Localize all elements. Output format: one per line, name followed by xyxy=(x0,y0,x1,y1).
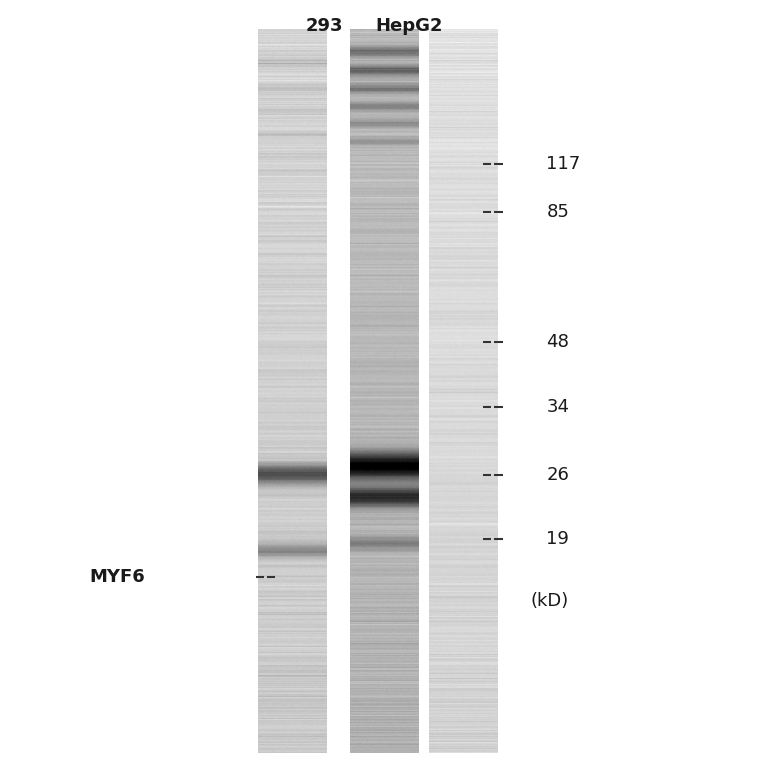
Text: 19: 19 xyxy=(546,530,569,549)
Text: 48: 48 xyxy=(546,333,569,351)
Text: (kD): (kD) xyxy=(531,592,569,610)
Text: 117: 117 xyxy=(546,155,581,173)
Text: HepG2: HepG2 xyxy=(375,17,442,35)
Text: 26: 26 xyxy=(546,466,569,484)
Text: MYF6: MYF6 xyxy=(89,568,145,586)
Text: 293: 293 xyxy=(306,17,344,35)
Text: 85: 85 xyxy=(546,203,569,222)
Text: 34: 34 xyxy=(546,398,569,416)
